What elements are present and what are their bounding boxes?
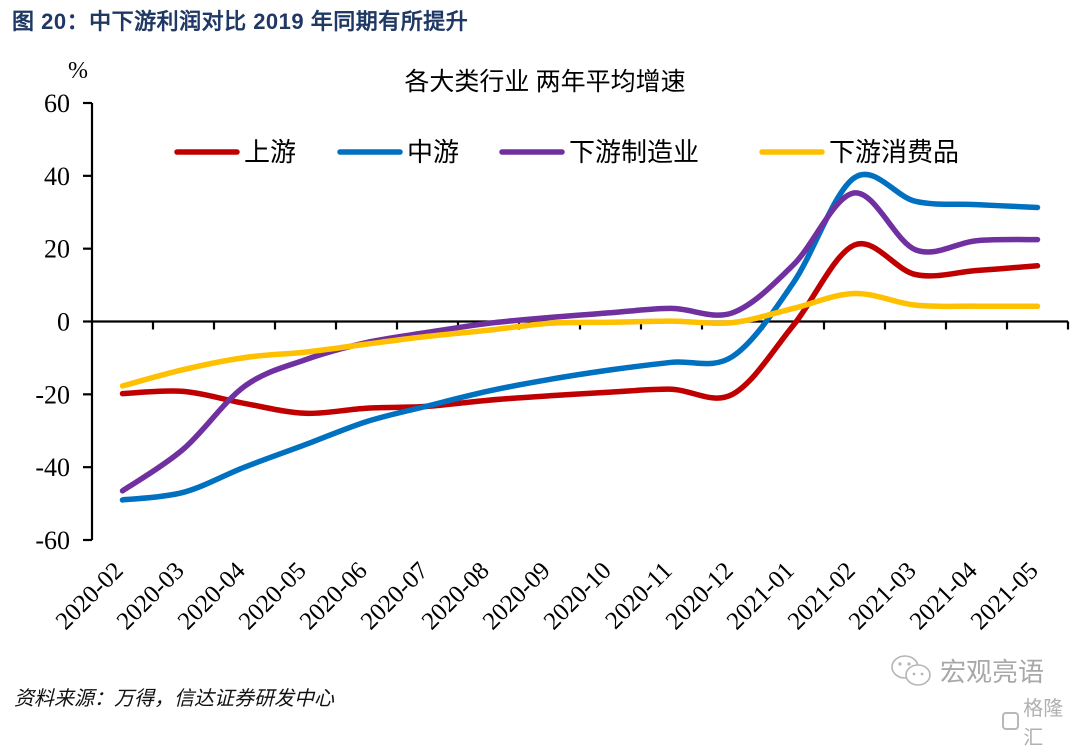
axes: 60 40 20 0 -20 -40 -60 [35,89,1070,555]
legend-item-downstream-manufacturing: 下游制造业 [499,138,699,167]
watermark-text: 宏观亮语 [940,658,1045,688]
y-tick-label: 0 [57,308,70,337]
x-tick-label: 2020-02 [51,557,129,635]
watermark-logo: 格隆汇 [1002,692,1080,750]
x-tick-label: 2020-07 [356,557,434,635]
x-tick-label: 2020-12 [661,557,739,635]
x-tick-label: 2021-05 [966,557,1044,635]
x-tick-label: 2020-04 [173,557,251,635]
x-tick-label: 2020-09 [478,557,556,635]
x-tick-label: 2021-03 [844,557,922,635]
y-tick-label: 40 [44,162,70,191]
watermark: 宏观亮语 [890,652,1044,689]
series-midstream-line [119,171,1041,503]
series-downstream-consumer-line [119,290,1041,389]
y-tick-label: -20 [35,380,70,409]
legend-item-downstream-consumer: 下游消费品 [759,138,959,167]
x-tick-label: 2020-10 [539,557,617,635]
x-tick-label: 2021-01 [722,557,800,635]
x-tick-labels: 2020-022020-032020-042020-052020-062020-… [51,557,1044,635]
logo-icon [1002,712,1020,730]
y-axis-unit-label: % [68,58,88,84]
series-layer [119,171,1041,503]
series-upstream-line [119,240,1041,417]
legend-item-midstream: 中游 [337,138,459,167]
y-tick-label: 20 [44,235,70,264]
x-tick-label: 2020-03 [112,557,190,635]
figure-title: 图 20：中下游利润对比 2019 年同期有所提升 [12,9,469,34]
y-tick-label: -60 [35,526,70,555]
y-tick-label: -40 [35,453,70,482]
x-tick-label: 2020-06 [295,557,373,635]
legend-label: 上游 [244,138,296,167]
legend-label: 下游消费品 [829,138,959,167]
legend-label: 下游制造业 [569,138,699,167]
line-chart: 各大类行业 两年平均增速 % 60 40 20 0 -20 -40 -60 上游 中游 下游制造… [35,58,1070,635]
legend-label: 中游 [407,138,459,167]
x-tick-label: 2020-05 [234,557,312,635]
watermark-logo-text: 格隆汇 [1023,696,1064,749]
wechat-icon [891,654,931,686]
legend-item-upstream: 上游 [174,138,296,167]
x-tick-label: 2020-08 [417,557,495,635]
x-tick-label: 2021-02 [783,557,861,635]
series-downstream-manufacturing-line [119,190,1041,494]
x-tick-label: 2021-04 [905,557,983,635]
y-tick-label: 60 [44,89,70,118]
source-note: 资料来源：万得，信达证券研发中心 [14,688,334,710]
legend: 上游 中游 下游制造业 下游消费品 [174,138,959,167]
chart-title: 各大类行业 两年平均增速 [404,68,685,96]
x-tick-label: 2020-11 [600,557,677,634]
